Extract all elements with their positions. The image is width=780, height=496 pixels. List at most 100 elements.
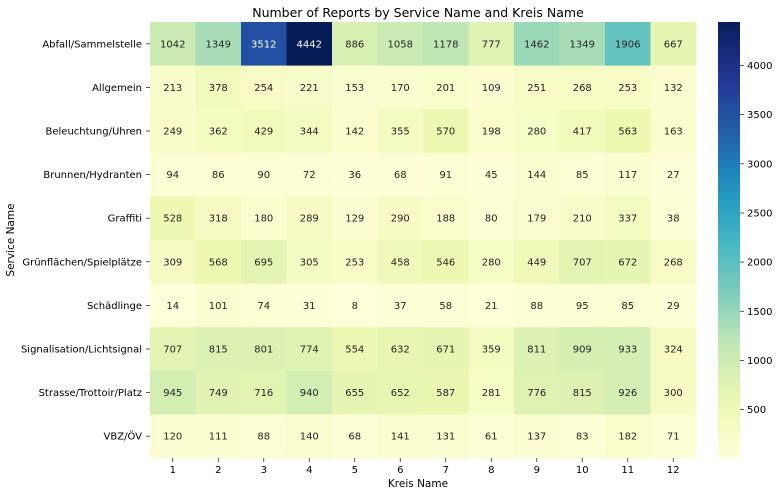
- y-axis-label: Service Name: [5, 203, 17, 276]
- cell-value-label: 90: [257, 170, 270, 181]
- cell-value-label: 667: [664, 39, 683, 50]
- heatmap-cell: [605, 414, 651, 459]
- cell-value-label: 94: [166, 170, 179, 181]
- heatmap-cell: [468, 65, 515, 110]
- cell-value-label: 198: [482, 127, 501, 138]
- heatmap-cell: [150, 283, 196, 328]
- cell-value-label: 268: [573, 83, 592, 94]
- heatmap-cell: [468, 414, 515, 459]
- heatmap-cell: [423, 65, 469, 110]
- heatmap-cell: [468, 240, 515, 285]
- cell-value-label: 37: [394, 301, 407, 312]
- cell-value-label: 568: [209, 257, 228, 268]
- cell-value-label: 749: [209, 388, 228, 399]
- heatmap-cell: [468, 196, 515, 241]
- cell-value-label: 305: [300, 257, 319, 268]
- cell-value-label: 137: [527, 432, 546, 443]
- cell-value-label: 221: [300, 83, 319, 94]
- heatmap-cell: [241, 240, 287, 285]
- cell-value-label: 249: [163, 127, 182, 138]
- cell-value-label: 142: [345, 127, 364, 138]
- x-tick-label: 8: [488, 465, 494, 476]
- heatmap-cell: [514, 152, 560, 197]
- cell-value-label: 707: [573, 257, 592, 268]
- heatmap-cell: [195, 414, 242, 459]
- cell-value-label: 85: [576, 170, 589, 181]
- heatmap-cell: [195, 240, 242, 285]
- x-tick-label: 9: [534, 465, 540, 476]
- cell-value-label: 671: [436, 345, 455, 356]
- cell-value-label: 359: [482, 345, 501, 356]
- cell-value-label: 546: [436, 257, 455, 268]
- heatmap-cell: [150, 414, 196, 459]
- colorbar-tick-label: 4000: [747, 61, 772, 72]
- cell-value-label: 449: [527, 257, 546, 268]
- heatmap-cell: [195, 370, 242, 415]
- cell-value-label: 811: [527, 345, 546, 356]
- cell-value-label: 801: [254, 345, 273, 356]
- cell-value-label: 652: [391, 388, 410, 399]
- x-tick-label: 6: [397, 465, 403, 476]
- heatmap-cell: [195, 109, 242, 154]
- cell-value-label: 716: [254, 388, 273, 399]
- cell-value-label: 72: [303, 170, 316, 181]
- heatmap-cell: [241, 196, 287, 241]
- cell-value-label: 945: [163, 388, 182, 399]
- x-tick-label: 2: [215, 465, 221, 476]
- cell-value-label: 774: [300, 345, 319, 356]
- cell-value-label: 88: [530, 301, 543, 312]
- heatmap-cell: [377, 22, 424, 67]
- cell-value-label: 378: [209, 83, 228, 94]
- cell-value-label: 337: [618, 214, 637, 225]
- heatmap-cell: [559, 152, 606, 197]
- heatmap-cell: [650, 109, 697, 154]
- colorbar-tick-label: 3000: [747, 159, 772, 170]
- cell-value-label: 140: [300, 432, 319, 443]
- heatmap-cell: [423, 370, 469, 415]
- chart-title: Number of Reports by Service Name and Kr…: [252, 5, 584, 20]
- cell-value-label: 144: [527, 170, 546, 181]
- cell-value-label: 129: [345, 214, 364, 225]
- heatmap-cell: [150, 152, 196, 197]
- cell-value-label: 707: [163, 345, 182, 356]
- cell-value-label: 1462: [524, 39, 549, 50]
- heatmap-cell: [605, 152, 651, 197]
- cell-value-label: 91: [439, 170, 452, 181]
- heatmap-cell: [605, 327, 651, 372]
- cell-value-label: 29: [667, 301, 680, 312]
- y-tick-label: Abfall/Sammelstelle: [42, 39, 142, 50]
- y-tick-label: Grünflächen/Spielplätze: [22, 257, 142, 268]
- cell-value-label: 563: [618, 127, 637, 138]
- heatmap-cell: [650, 152, 697, 197]
- heatmap-cell: [514, 196, 560, 241]
- cell-value-label: 163: [664, 127, 683, 138]
- heatmap-cell: [650, 327, 697, 372]
- x-tick-label: 3: [261, 465, 267, 476]
- cell-value-label: 85: [621, 301, 634, 312]
- heatmap-cell: [377, 327, 424, 372]
- heatmap-cell: [605, 196, 651, 241]
- heatmap-cell: [650, 240, 697, 285]
- cell-value-label: 14: [166, 301, 179, 312]
- cell-value-label: 131: [436, 432, 455, 443]
- heatmap-cell: [195, 327, 242, 372]
- heatmap-cell: [377, 65, 424, 110]
- heatmap-cell: [332, 152, 378, 197]
- heatmap-cell: [514, 414, 560, 459]
- cell-value-label: 88: [257, 432, 270, 443]
- cell-value-label: 58: [439, 301, 452, 312]
- cell-value-label: 8: [352, 301, 358, 312]
- cell-value-label: 170: [391, 83, 410, 94]
- heatmap-cell: [605, 240, 651, 285]
- heatmap-cell: [468, 22, 515, 67]
- cell-value-label: 153: [345, 83, 364, 94]
- cell-value-label: 909: [573, 345, 592, 356]
- x-tick-label: 7: [443, 465, 449, 476]
- cell-value-label: 251: [527, 83, 546, 94]
- heatmap-cell: [286, 65, 333, 110]
- cell-value-label: 101: [209, 301, 228, 312]
- cell-value-label: 289: [300, 214, 319, 225]
- cell-value-label: 21: [485, 301, 498, 312]
- heatmap-cell: [195, 152, 242, 197]
- heatmap-cell: [241, 65, 287, 110]
